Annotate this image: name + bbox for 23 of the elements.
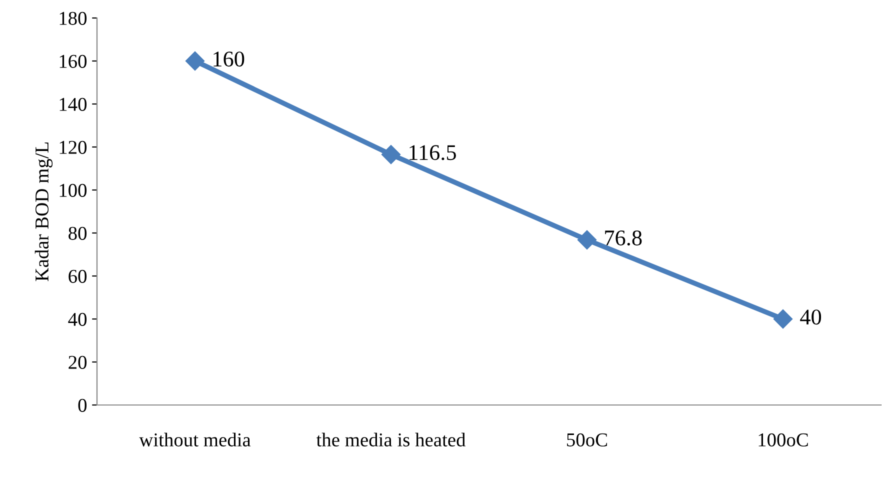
x-tick-label: the media is heated	[316, 432, 466, 446]
point	[577, 230, 597, 250]
data-label: 116.5	[410, 145, 456, 160]
data-label: 76.8	[605, 230, 642, 246]
y-tick-label: 60	[68, 270, 87, 283]
y-axis-title: Kadar BOD mg/L	[34, 142, 53, 282]
y-tick-label: 180	[60, 12, 87, 25]
point	[185, 51, 205, 71]
x-tick-label: 50oC	[567, 433, 607, 446]
y-tick-label: 80	[68, 226, 87, 240]
x-tick-label: without media	[139, 432, 251, 446]
y-tick-label: 120	[60, 140, 87, 154]
point	[773, 309, 793, 329]
y-tick-label: 100	[60, 184, 87, 197]
data-label: 40	[800, 310, 822, 325]
y-tick-label: 160	[60, 54, 87, 68]
y-tick-label: 20	[68, 356, 87, 369]
x-tick-label: 100oC	[758, 433, 808, 446]
point	[381, 144, 401, 164]
y-tick-label: 140	[60, 98, 87, 111]
y-tick-label: 40	[68, 312, 87, 326]
y-tick-label: 0	[78, 398, 87, 412]
data-label: 160	[214, 52, 244, 67]
